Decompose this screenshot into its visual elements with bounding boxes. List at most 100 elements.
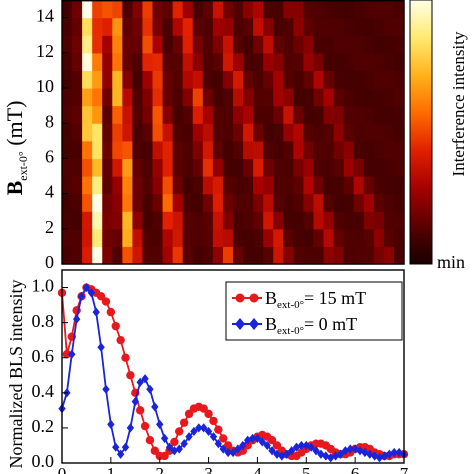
legend-red-rest: = 15 mT <box>304 288 366 308</box>
heatmap-cell <box>142 0 154 19</box>
heatmap-cell <box>303 17 315 36</box>
series-0-point <box>204 409 213 419</box>
heatmap-cell <box>313 88 325 107</box>
heatmap-cell <box>112 88 123 107</box>
heatmap-cell <box>102 176 113 195</box>
series-1-point <box>346 444 354 454</box>
heatmap-cell <box>72 246 83 265</box>
heatmap-cell <box>253 105 264 124</box>
heatmap-cell <box>192 105 204 124</box>
heatmap-cell <box>172 123 184 142</box>
heatmap-cell <box>343 140 355 159</box>
heatmap-cell <box>222 17 234 36</box>
heatmap-cell <box>353 35 365 54</box>
heatmap-cell <box>72 52 83 71</box>
heatmap-cell <box>172 70 184 89</box>
heatmap-cell <box>72 88 83 107</box>
heatmap-cell <box>293 140 305 159</box>
heatmap-cell <box>152 158 164 177</box>
heatmap-cell <box>243 70 254 89</box>
heatmap-cell <box>313 17 325 36</box>
heatmap-cell <box>383 228 395 247</box>
heatmap-cell <box>313 52 325 71</box>
heatmap-cell <box>263 123 274 142</box>
heatmap-cell <box>112 35 123 54</box>
heatmap-cell <box>102 88 113 107</box>
heatmap-cell <box>192 246 204 265</box>
heatmap-cell <box>273 35 284 54</box>
heatmap-cell <box>202 0 214 19</box>
heatmap-y-label-main: B <box>2 180 27 195</box>
heatmap-cell <box>202 70 214 89</box>
heatmap-cell <box>162 193 174 212</box>
heatmap-cell <box>142 123 154 142</box>
heatmap-cell <box>62 70 73 89</box>
series-0-point <box>135 406 145 415</box>
heatmap-cell <box>142 193 154 212</box>
legend-blue-main: B <box>265 314 277 334</box>
heatmap-cell <box>253 176 264 195</box>
heatmap-cell <box>363 35 375 54</box>
heatmap-cell <box>363 123 375 142</box>
series-1-point <box>248 433 257 444</box>
heatmap-cell <box>293 88 305 107</box>
heatmap-cell <box>373 88 385 107</box>
heatmap-cell <box>343 52 355 71</box>
heatmap-cell <box>303 246 315 265</box>
heatmap-cell <box>142 88 154 107</box>
heatmap-cell <box>82 158 93 177</box>
heatmap-cell <box>112 176 123 195</box>
heatmap-cell <box>122 246 134 265</box>
heatmap-cell <box>182 52 194 71</box>
series-1-point <box>214 439 223 449</box>
heatmap-y-tick-label: 4 <box>45 182 54 202</box>
heatmap-cell <box>102 211 113 230</box>
legend-red-marker <box>235 293 245 303</box>
heatmap-cell <box>182 211 194 230</box>
heatmap-cell <box>293 211 305 230</box>
series-0-point <box>175 427 184 436</box>
series-0-point <box>111 321 120 331</box>
heatmap-cell <box>373 158 385 177</box>
heatmap-cell <box>243 123 254 142</box>
heatmap-cell <box>293 123 305 142</box>
heatmap-y-tick-label: 6 <box>45 147 54 167</box>
heatmap-cell <box>142 52 154 71</box>
heatmap-cell <box>222 35 234 54</box>
heatmap-cell <box>363 105 375 124</box>
heatmap-cell <box>283 246 294 265</box>
heatmap-cell <box>172 158 184 177</box>
line-y-tick-label: 0.0 <box>32 451 55 471</box>
line-x-tick-label: 6 <box>351 464 360 474</box>
heatmap-cell <box>343 246 355 265</box>
colorbar-gradient <box>409 0 433 265</box>
heatmap-cell <box>122 228 134 247</box>
heatmap-cell <box>263 193 274 212</box>
heatmap-y-tick-label: 14 <box>36 6 54 26</box>
heatmap-cell <box>353 140 365 159</box>
heatmap-cell <box>293 52 305 71</box>
heatmap-cell <box>323 35 335 54</box>
heatmap-cell <box>132 52 144 71</box>
heatmap-cell <box>152 211 164 230</box>
series-1-point <box>195 423 203 433</box>
heatmap-cell <box>233 140 244 159</box>
series-0-point <box>209 416 218 426</box>
heatmap-cell <box>313 193 325 212</box>
heatmap-cell <box>92 176 103 195</box>
heatmap-cell <box>373 246 385 265</box>
heatmap-cell <box>343 123 355 142</box>
heatmap-cell <box>353 211 365 230</box>
heatmap-cell <box>343 88 355 107</box>
heatmap-cell <box>132 105 144 124</box>
heatmap-cell <box>283 228 294 247</box>
heatmap-cell <box>182 0 194 19</box>
heatmap-cell <box>122 17 134 36</box>
heatmap-cell <box>172 211 184 230</box>
heatmap-cell <box>303 211 315 230</box>
heatmap-cell <box>122 105 134 124</box>
heatmap-cell <box>233 228 244 247</box>
series-1-point <box>366 449 374 459</box>
series-1-point <box>97 342 105 352</box>
heatmap-cell <box>293 0 305 19</box>
